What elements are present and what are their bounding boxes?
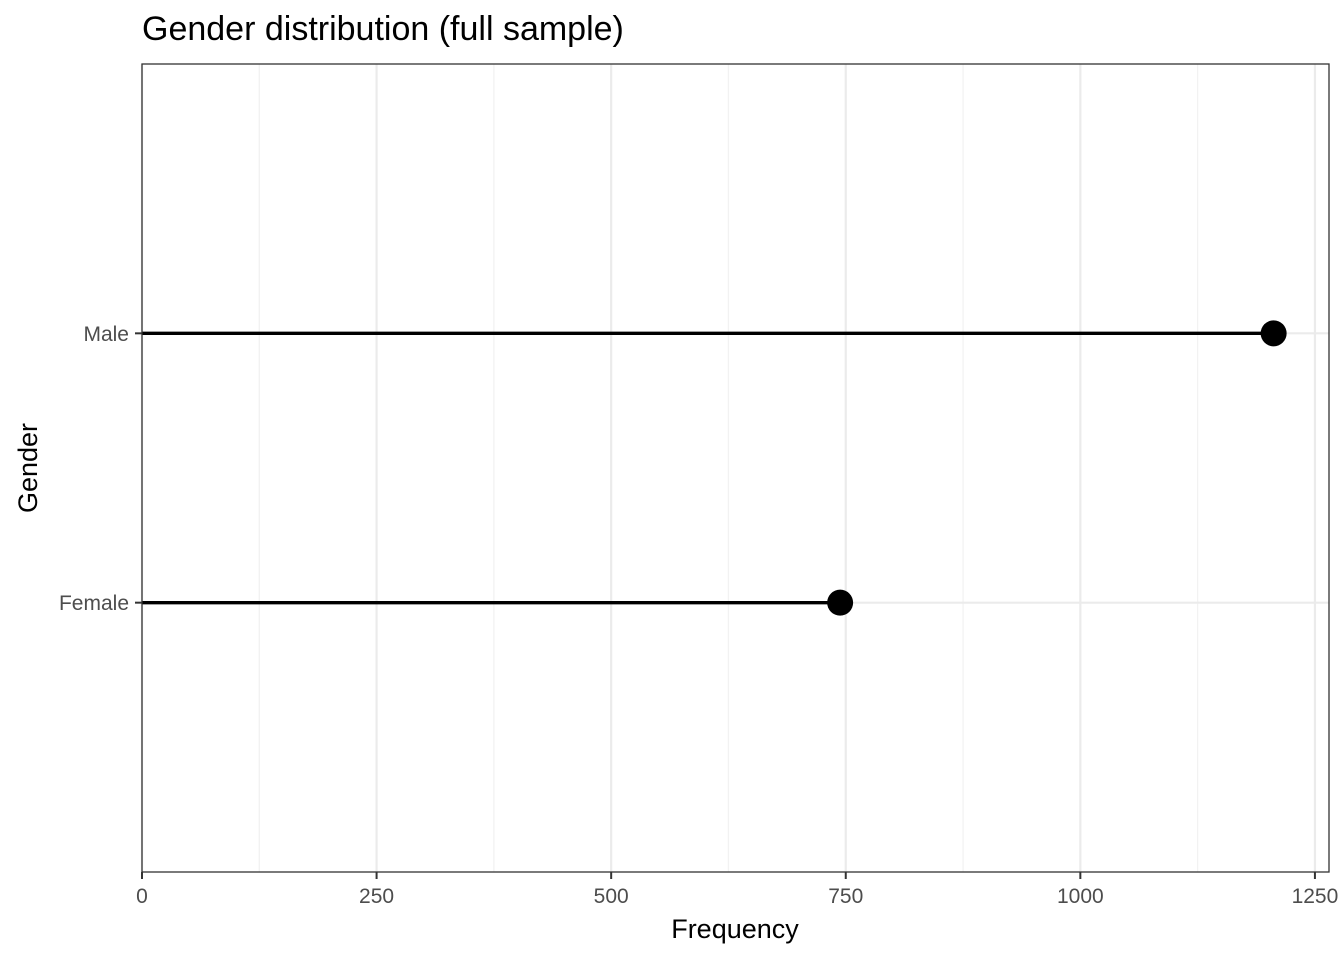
lollipop-stems [142, 331, 1274, 605]
x-tick-label: 0 [136, 885, 148, 908]
panel-border [141, 63, 1330, 873]
x-tick-label: 750 [828, 885, 863, 908]
x-axis-title: Frequency [671, 914, 799, 944]
chart-title: Gender distribution (full sample) [142, 10, 624, 48]
x-axis: 0 250 500 750 1000 1250 [136, 872, 1338, 908]
x-tick-label: 1000 [1057, 885, 1104, 908]
lollipop-point-male [1260, 320, 1287, 347]
y-tick-label-female: Female [59, 592, 129, 615]
y-axis: Female Male [59, 323, 142, 615]
x-tick-label: 500 [594, 885, 629, 908]
x-tick-label: 250 [359, 885, 394, 908]
lollipop-point-female [827, 589, 854, 616]
y-axis-title: Gender [13, 423, 43, 513]
y-tick-label-male: Male [83, 323, 129, 346]
x-tick-label: 1250 [1292, 885, 1339, 908]
plot-panel [142, 64, 1329, 872]
lollipop-points [827, 320, 1287, 616]
grid-lines [140, 64, 1329, 872]
